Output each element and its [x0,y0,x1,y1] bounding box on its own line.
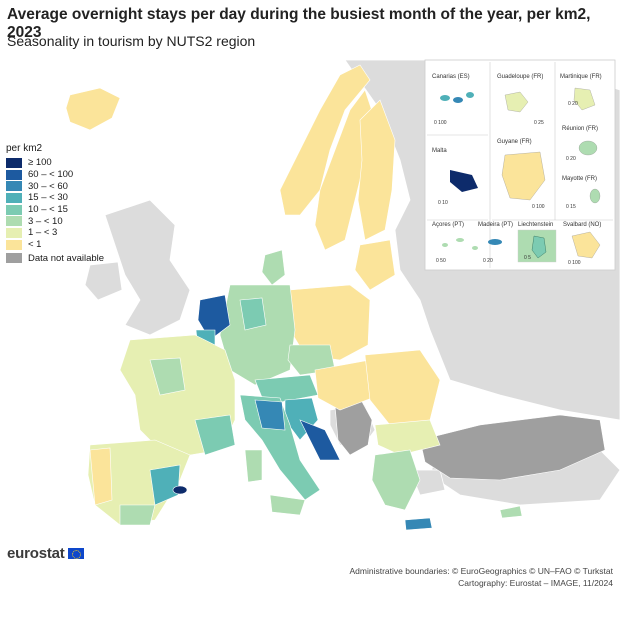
inset-scale-acores: 0 50 [436,258,446,264]
credits-cartography: Cartography: Eurostat – IMAGE, 11/2024 [458,578,613,588]
legend-row: 60 – < 100 [6,169,104,181]
inset-label-reunion: Réunion (FR) [562,126,598,132]
legend-swatch [6,169,22,180]
inset-scale-malta: 0 10 [438,200,448,206]
map-legend: per km2 ≥ 100 60 – < 100 30 – < 60 15 – … [6,143,104,264]
inset-label-liechtenstein: Liechtenstein [518,222,553,228]
legend-label: 3 – < 10 [28,215,63,227]
eu-flag-icon [67,548,84,559]
legend-label-no-data: Data not available [28,252,105,264]
legend-row: 15 – < 30 [6,192,104,204]
legend-title: per km2 [6,143,43,154]
map-subtitle: Seasonality in tourism by NUTS2 region [7,33,256,49]
inset-label-acores: Açores (PT) [432,222,464,228]
legend-row: 10 – < 15 [6,204,104,216]
legend-label: < 1 [28,239,42,251]
inset-scale-reunion: 0 20 [566,156,576,162]
legend-label: 15 – < 30 [28,192,68,204]
legend-row: 1 – < 3 [6,227,104,239]
legend-row: < 1 [6,239,104,251]
eu-regions [65,64,523,531]
inset-scale-martinique: 0 20 [568,101,578,107]
legend-label: ≥ 100 [28,157,52,169]
inset-scale-liechtenstein: 0 5 [524,255,531,261]
europe-map: Canarias (ES) 0 100 Guadeloupe (FR) 0 25… [65,59,621,531]
legend-swatch [6,181,22,192]
inset-scale-madeira: 0 20 [483,258,493,264]
legend-row: 30 – < 60 [6,180,104,192]
legend-swatch [6,239,22,250]
eurostat-wordmark: eurostat [7,545,65,562]
legend-label: 30 – < 60 [28,180,68,192]
legend-swatch-no-data [6,253,22,264]
legend-label: 1 – < 3 [28,227,58,239]
inset-label-svalbard: Svalbard (NO) [563,222,601,228]
legend-row: 3 – < 10 [6,215,104,227]
inset-label-malta: Malta [432,148,447,154]
inset-scale-canarias: 0 100 [434,120,447,126]
inset-label-mayotte: Mayotte (FR) [562,176,597,182]
inset-label-martinique: Martinique (FR) [560,74,602,80]
inset-label-guyane: Guyane (FR) [497,139,532,145]
map-title: Average overnight stays per day during t… [7,6,591,41]
inset-label-madeira: Madeira (PT) [478,222,513,228]
legend-swatch [6,157,22,168]
regions-no-data [334,397,606,481]
inset-scale-guyane: 0 100 [532,204,545,210]
legend-swatch [6,192,22,203]
legend-swatch [6,216,22,227]
inset-scale-mayotte: 0 15 [566,204,576,210]
map-credits: Administrative boundaries: © EuroGeograp… [349,565,613,589]
inset-scale-guadeloupe: 0 25 [534,120,544,126]
legend-swatch [6,204,22,215]
legend-label: 10 – < 15 [28,204,68,216]
inset-label-guadeloupe: Guadeloupe (FR) [497,74,543,80]
legend-row: ≥ 100 [6,157,104,169]
eurostat-logo: eurostat [7,545,84,562]
inset-label-canarias: Canarias (ES) [432,74,470,80]
inset-panel: Canarias (ES) 0 100 Guadeloupe (FR) 0 25… [424,59,616,271]
legend-row-no-data: Data not available [6,253,104,265]
legend-swatch [6,227,22,238]
legend-label: 60 – < 100 [28,169,74,181]
inset-scale-svalbard: 0 100 [568,260,581,266]
credits-boundaries: Administrative boundaries: © EuroGeograp… [349,566,613,576]
